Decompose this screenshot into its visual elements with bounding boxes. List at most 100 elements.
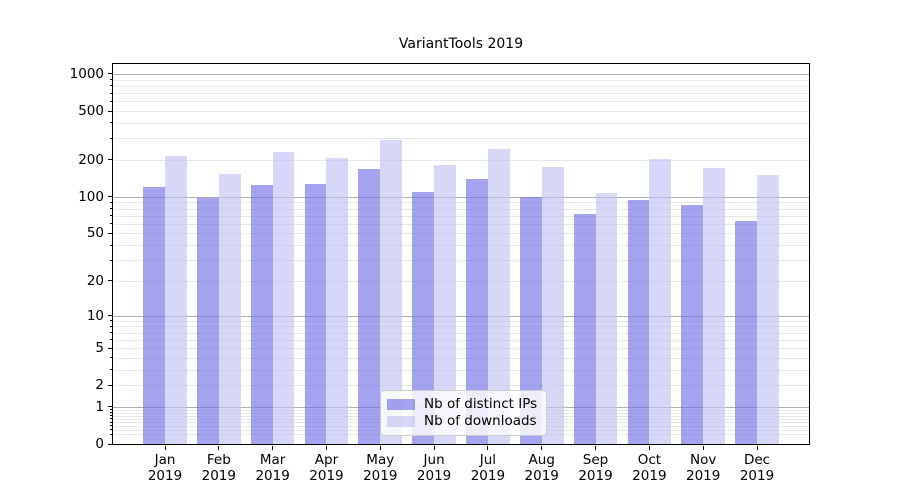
y-gridline-major-1000 bbox=[113, 73, 809, 75]
y-minortick-0.8 bbox=[109, 412, 112, 414]
y-minortick-900 bbox=[109, 79, 112, 81]
x-tick-9 bbox=[648, 446, 650, 450]
legend: Nb of distinct IPs Nb of downloads bbox=[380, 390, 547, 436]
x-tick-5 bbox=[433, 446, 435, 450]
y-tick-1 bbox=[107, 406, 112, 408]
x-tick-3 bbox=[325, 446, 327, 450]
y-gridline-minor-900 bbox=[113, 79, 809, 81]
bar-downloads-6 bbox=[487, 149, 510, 444]
y-gridline-minor-400 bbox=[113, 122, 809, 124]
bar-distinct-ips-4 bbox=[358, 168, 381, 444]
y-tick-label-500: 500 bbox=[78, 103, 104, 120]
x-tick-label-5: Jun 2019 bbox=[416, 452, 452, 484]
bar-distinct-ips-9 bbox=[627, 199, 650, 444]
y-minortick-0.7000000000000001 bbox=[109, 415, 112, 417]
x-tick-8 bbox=[595, 446, 597, 450]
x-tick-10 bbox=[702, 446, 704, 450]
y-minortick-0.5 bbox=[109, 421, 112, 423]
y-minortick-7 bbox=[109, 332, 112, 334]
y-tick-label-0: 0 bbox=[95, 436, 104, 452]
y-minortick-600 bbox=[109, 100, 112, 102]
y-tick-10 bbox=[107, 315, 112, 317]
y-minortick-0.30000000000000004 bbox=[109, 429, 112, 431]
y-gridline-minor-90 bbox=[113, 202, 809, 204]
y-minortick-200 bbox=[109, 159, 112, 161]
y-gridline-minor-80 bbox=[113, 208, 809, 210]
bar-distinct-ips-7 bbox=[519, 196, 542, 444]
y-gridline-minor-600 bbox=[113, 101, 809, 103]
x-tick-label-8: Sep 2019 bbox=[578, 452, 613, 484]
y-gridline-minor-40 bbox=[113, 245, 809, 247]
y-minortick-300 bbox=[109, 137, 112, 139]
chart-title: VariantTools 2019 bbox=[398, 36, 524, 52]
x-tick-11 bbox=[756, 446, 758, 450]
y-tick-label-10: 10 bbox=[86, 307, 104, 324]
y-minortick-20 bbox=[109, 280, 112, 282]
y-gridline-minor-7 bbox=[113, 332, 809, 334]
y-gridline-major-100 bbox=[113, 196, 809, 198]
legend-label-downloads: Nb of downloads bbox=[424, 413, 537, 429]
legend-item-downloads: Nb of downloads bbox=[387, 413, 540, 430]
y-minortick-0.9 bbox=[109, 409, 112, 411]
bar-distinct-ips-8 bbox=[573, 213, 596, 444]
y-tick-label-2: 2 bbox=[95, 377, 104, 394]
bar-downloads-7 bbox=[541, 166, 564, 444]
y-minortick-30 bbox=[109, 259, 112, 261]
y-gridline-minor-3 bbox=[113, 369, 809, 371]
x-tick-1 bbox=[218, 446, 220, 450]
y-minortick-8 bbox=[109, 325, 112, 327]
bar-distinct-ips-11 bbox=[735, 221, 757, 444]
x-tick-label-11: Dec 2019 bbox=[739, 452, 775, 484]
y-gridline-minor-8 bbox=[113, 326, 809, 328]
y-tick-0 bbox=[107, 443, 112, 445]
y-gridline-minor-700 bbox=[113, 93, 809, 95]
y-minortick-0.6000000000000001 bbox=[109, 418, 112, 420]
y-gridline-minor-6 bbox=[113, 339, 809, 341]
y-minortick-90 bbox=[109, 201, 112, 203]
x-tick-label-3: Apr 2019 bbox=[309, 452, 344, 484]
x-tick-4 bbox=[379, 446, 381, 450]
bar-distinct-ips-2 bbox=[250, 184, 273, 444]
plot-area: Nb of distinct IPs Nb of downloads bbox=[112, 63, 810, 445]
y-gridline-minor-800 bbox=[113, 85, 809, 87]
y-minortick-800 bbox=[109, 85, 112, 87]
y-minortick-9 bbox=[109, 320, 112, 322]
bar-distinct-ips-10 bbox=[681, 205, 704, 444]
y-minortick-3 bbox=[109, 369, 112, 371]
y-gridline-minor-50 bbox=[113, 233, 809, 235]
y-gridline-minor-4 bbox=[113, 357, 809, 359]
y-gridline-major-10 bbox=[113, 315, 809, 317]
bar-distinct-ips-1 bbox=[197, 198, 219, 444]
y-minortick-50 bbox=[109, 232, 112, 234]
y-gridline-minor-9 bbox=[113, 320, 809, 322]
y-gridline-minor-300 bbox=[113, 138, 809, 140]
y-gridline-minor-60 bbox=[113, 223, 809, 225]
y-gridline-minor-500 bbox=[113, 111, 809, 113]
y-tick-label-200: 200 bbox=[78, 151, 104, 168]
x-tick-label-9: Oct 2019 bbox=[632, 452, 667, 484]
bar-downloads-10 bbox=[703, 167, 725, 444]
y-tick-label-1: 1 bbox=[95, 398, 104, 415]
x-tick-label-10: Nov 2019 bbox=[685, 452, 721, 484]
x-tick-label-1: Feb 2019 bbox=[201, 452, 236, 484]
x-tick-7 bbox=[541, 446, 543, 450]
bar-downloads-2 bbox=[272, 151, 295, 444]
y-tick-label-20: 20 bbox=[86, 272, 104, 289]
bar-distinct-ips-3 bbox=[304, 184, 327, 444]
legend-label-distinct-ips: Nb of distinct IPs bbox=[424, 396, 538, 412]
y-minortick-500 bbox=[109, 110, 112, 112]
bar-distinct-ips-6 bbox=[466, 178, 488, 444]
y-gridline-minor-5 bbox=[113, 348, 809, 350]
x-tick-label-4: May 2019 bbox=[363, 452, 398, 484]
x-tick-2 bbox=[272, 446, 274, 450]
legend-swatch-downloads bbox=[387, 416, 415, 427]
bar-downloads-3 bbox=[326, 158, 349, 444]
x-tick-label-0: Jan 2019 bbox=[147, 452, 183, 484]
y-gridline-minor-20 bbox=[113, 280, 809, 282]
bar-downloads-9 bbox=[649, 159, 672, 444]
y-gridline-minor-30 bbox=[113, 260, 809, 262]
x-tick-6 bbox=[487, 446, 489, 450]
y-minortick-5 bbox=[109, 347, 112, 349]
bar-distinct-ips-5 bbox=[412, 191, 435, 444]
